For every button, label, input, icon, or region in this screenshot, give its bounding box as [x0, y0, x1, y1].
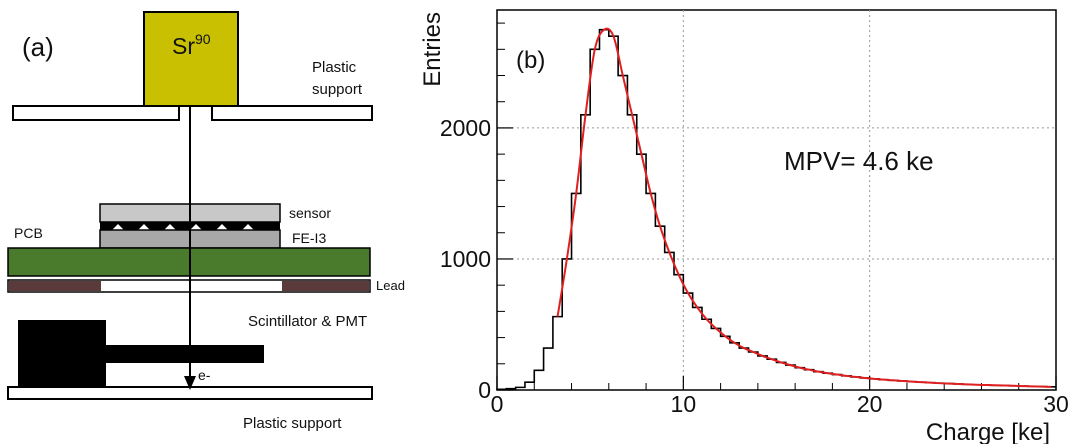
plot-frame: [496, 9, 1057, 391]
x-tick-label: 20: [857, 391, 883, 417]
lead-right: [282, 281, 369, 291]
plastic-support-top-left: [12, 105, 180, 121]
panel-a-setup-diagram: (a) Sr90 Plastic support sensor FE-I3 PC…: [7, 11, 405, 432]
plastic-support-top-right: [211, 105, 373, 121]
pmt: [106, 345, 264, 363]
axis-ticks: [496, 22, 1057, 391]
y-tick-label: 0: [478, 377, 491, 403]
y-tick-label: 1000: [440, 246, 491, 272]
mpv-annotation: MPV= 4.6 ke: [784, 146, 934, 176]
scintillator: [18, 320, 106, 386]
panel-b-label: (b): [516, 47, 545, 74]
plastic-support-bottom-label: Plastic support: [243, 415, 342, 432]
source-label: Sr90: [172, 31, 211, 59]
grid: [497, 10, 1056, 390]
x-axis-label: Charge [ke]: [926, 419, 1050, 444]
electron-label: e-: [198, 367, 211, 383]
scintillator-pmt-label: Scintillator & PMT: [248, 313, 367, 330]
fit-curve: [556, 27, 1052, 388]
x-tick-label: 10: [671, 391, 697, 417]
lead-left: [9, 281, 101, 291]
histogram-series: [496, 28, 1056, 391]
sr90-source: [143, 11, 239, 107]
y-axis-label: Entries: [419, 12, 446, 87]
fe-i3-label: FE-I3: [292, 230, 326, 246]
panel-a-label: (a): [22, 32, 54, 62]
plastic-support-top-label-line1: Plastic: [312, 59, 357, 76]
panel-b-charge-histogram: 0 10 20 30 0 1000 2000 (b) MPV= 4.6 ke Charge …: [419, 9, 1068, 444]
plastic-support-top-label-line2: support: [312, 81, 363, 98]
sensor-label: sensor: [289, 205, 331, 221]
lead-label: Lead: [376, 278, 405, 293]
pcb-label: PCB: [14, 225, 43, 241]
arrowhead-icon: [184, 376, 196, 390]
x-tick-label: 30: [1043, 391, 1068, 417]
x-tick-label: 0: [491, 391, 504, 417]
axis-tick-labels: 0 10 20 30 0 1000 2000: [440, 115, 1068, 417]
y-tick-label: 2000: [440, 115, 491, 141]
